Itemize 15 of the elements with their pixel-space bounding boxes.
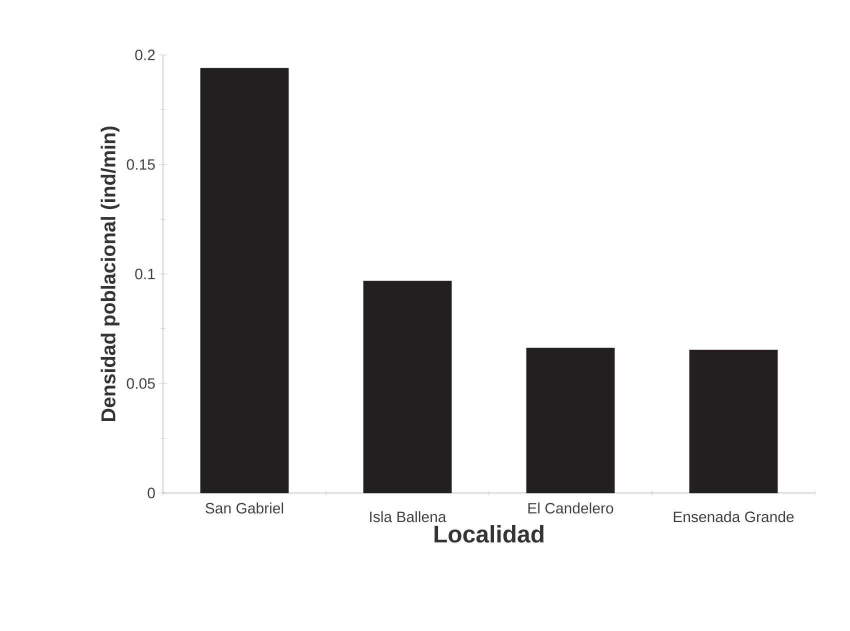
y-tick-label: 0 — [148, 488, 155, 498]
x-tick-label: Ensenada Grande — [674, 511, 794, 522]
x-tick-label: El Candelero — [528, 502, 614, 514]
bar — [363, 280, 452, 494]
y-tick-label: 0.2 — [135, 50, 155, 60]
x-axis-title: Localidad — [434, 525, 544, 543]
y-tick-label: 0.1 — [135, 268, 155, 280]
y-tick-label: 0.15 — [126, 159, 155, 170]
x-tick-label: Isla Ballena — [370, 511, 446, 522]
x-tick-label: San Gabriel — [206, 502, 284, 514]
bar — [200, 68, 289, 494]
bar — [526, 348, 615, 494]
bar — [689, 350, 778, 494]
y-tick-label: 0.05 — [126, 378, 155, 389]
y-axis-title: Densidad poblacional (ind/min) — [100, 126, 120, 422]
